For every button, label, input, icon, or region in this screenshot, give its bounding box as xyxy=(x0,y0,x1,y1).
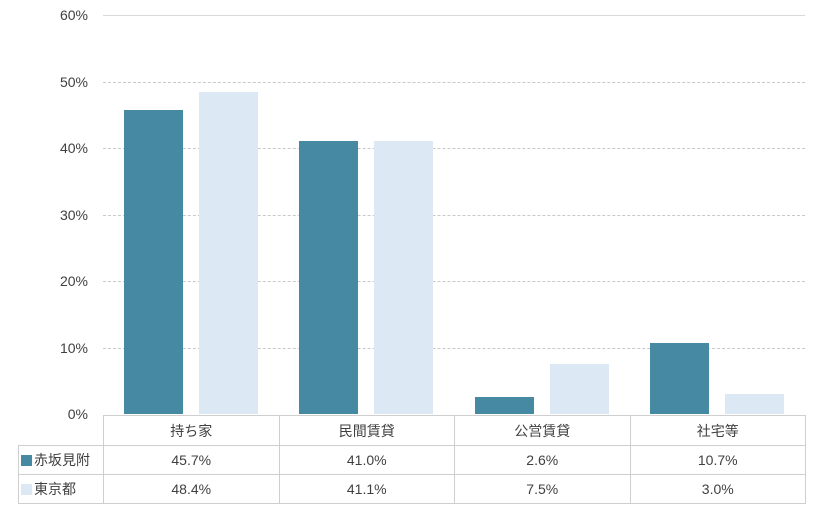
bar-s0-c0 xyxy=(123,110,183,414)
bar-s1-c1 xyxy=(374,140,434,414)
table-header-row: 持ち家 民間賃貸 公営賃貸 社宅等 xyxy=(18,415,806,446)
bar-s0-c1 xyxy=(299,141,359,414)
y-axis-label: 0% xyxy=(67,406,88,422)
y-axis-label: 60% xyxy=(59,7,88,23)
gridline xyxy=(103,347,805,349)
value-cell: 3.0% xyxy=(629,474,806,504)
bar-s1-c0 xyxy=(198,92,258,414)
table-row: 赤坂見附 45.7% 41.0% 2.6% 10.7% xyxy=(18,445,806,475)
table-row: 東京都 48.4% 41.1% 7.5% 3.0% xyxy=(18,474,806,504)
y-axis-label: 10% xyxy=(59,339,88,356)
legend-cell: 赤坂見附 xyxy=(18,445,104,475)
value-cell: 48.4% xyxy=(103,474,280,504)
gridline xyxy=(103,281,805,282)
y-axis-label: 50% xyxy=(59,73,88,90)
category-header: 民間賃貸 xyxy=(278,415,455,446)
bar-s0-c3 xyxy=(650,342,710,414)
table-corner-cell xyxy=(18,415,104,446)
value-cell: 7.5% xyxy=(454,474,631,504)
category-header: 持ち家 xyxy=(103,415,280,446)
value-cell: 41.0% xyxy=(278,445,455,475)
series-color-swatch xyxy=(21,455,32,466)
y-axis-label: 20% xyxy=(59,273,88,289)
gridline xyxy=(103,148,805,149)
bar-s0-c2 xyxy=(474,396,534,414)
value-cell: 2.6% xyxy=(454,445,631,475)
bar-s1-c2 xyxy=(549,364,609,414)
series-name: 赤坂見附 xyxy=(34,452,90,468)
plot-area xyxy=(103,15,805,414)
value-cell: 45.7% xyxy=(103,445,280,475)
legend-cell: 東京都 xyxy=(18,474,104,504)
value-cell: 10.7% xyxy=(629,445,806,475)
y-axis-label: 40% xyxy=(59,140,88,156)
gridline xyxy=(103,15,805,16)
category-header: 社宅等 xyxy=(629,415,806,446)
category-header: 公営賃貸 xyxy=(454,415,631,446)
value-cell: 41.1% xyxy=(278,474,455,504)
gridline xyxy=(103,81,805,83)
bar-s1-c3 xyxy=(725,394,785,414)
data-table: 持ち家 民間賃貸 公営賃貸 社宅等 赤坂見附 45.7% 41.0% 2.6% … xyxy=(18,415,806,504)
gridline xyxy=(103,214,805,216)
y-axis-label: 30% xyxy=(59,206,88,223)
series-color-swatch xyxy=(21,484,32,495)
series-name: 東京都 xyxy=(34,481,76,497)
